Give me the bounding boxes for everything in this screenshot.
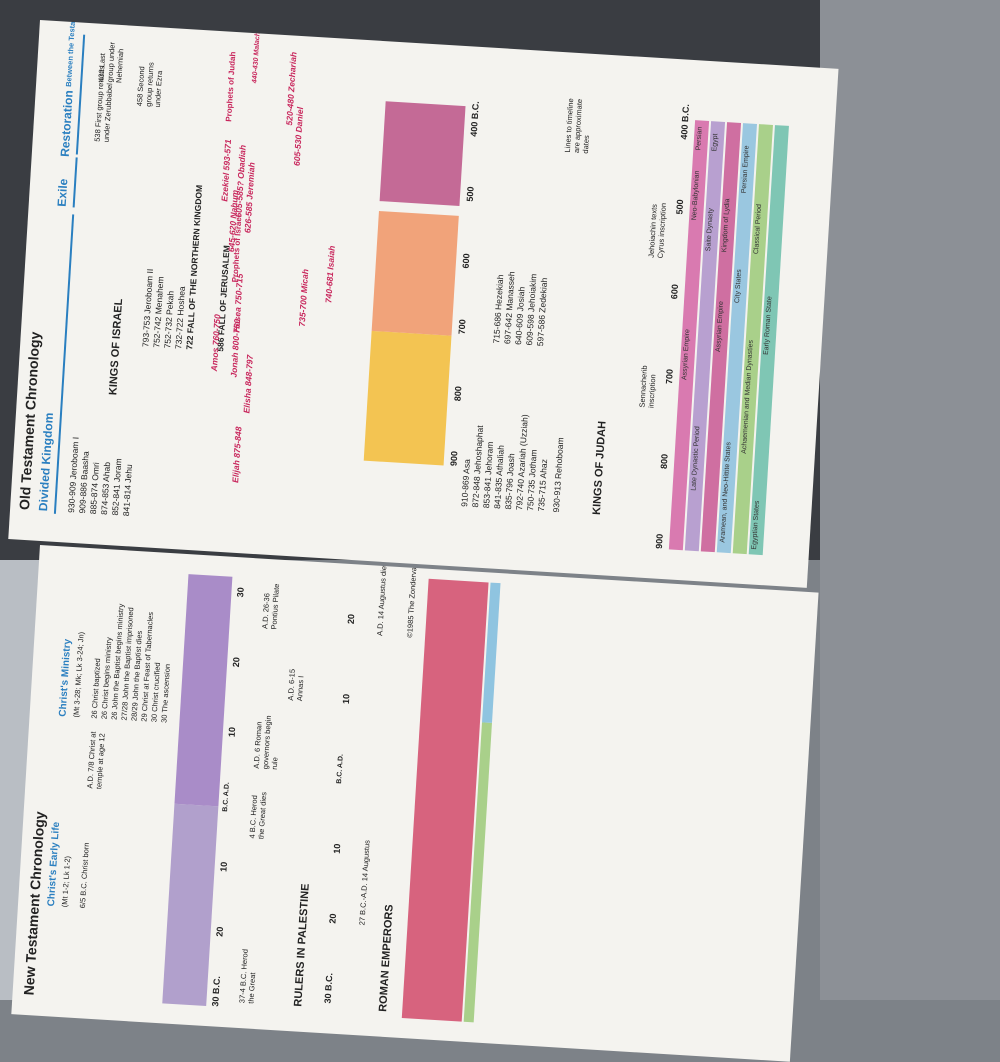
bottom-tick-400: 400 B.C. [678, 103, 692, 140]
nt-tick-30bc: 30 B.C. [210, 975, 223, 1007]
tick-600: 600 [460, 253, 472, 269]
bottom-tick-500: 500 [674, 199, 686, 215]
ruler-roman-governors: A.D. 6 Roman governors begin rule [251, 715, 280, 770]
tick-500: 500 [464, 186, 476, 202]
sennacherib-inscription: Sennacherib inscription [637, 365, 658, 409]
ministry-ref: (Mt 3-28; Mk; Lk 3-24; Jn) [71, 631, 86, 718]
nt-bottom-tick-20: 20 [327, 913, 339, 924]
bottom-tick-700: 700 [663, 368, 675, 385]
prophet-isaiah: 740-681 Isaiah [323, 245, 337, 304]
nt-bottom-tick-20ad: 20 [345, 613, 357, 625]
emperor-augustus-dies: A.D. 14 Augustus dies [375, 561, 389, 637]
prophet-malachi: 440-430 Malachi [251, 29, 262, 84]
old-testament-page: Old Testament Chronology Divided Kingdom… [8, 20, 839, 588]
judah-king-rehoboam: 930-913 Rehoboam [550, 437, 566, 513]
between-testaments-heading: Between the Testaments [63, 20, 79, 88]
table-surface [820, 0, 1000, 1000]
timeline-segment-rose [379, 101, 466, 206]
ruler-herod-dies: 4 B.C. Herod the Great dies [247, 791, 269, 840]
tick-800: 800 [452, 385, 464, 402]
rulers-label: RULERS IN PALESTINE [292, 883, 312, 1007]
restoration-heading: Restoration [57, 89, 76, 158]
ruler-annas: A.D. 6-15 Annas I [285, 668, 306, 702]
nt-tick-10ad: 10 [226, 726, 238, 738]
event-temple-age-12: A.D. 7/8 Christ at temple at age 12 [85, 731, 107, 790]
restoration-note-2: 458 Second group returns under Ezra [134, 61, 165, 108]
nt-bottom-tick-10: 10 [331, 843, 343, 854]
bottom-tick-600: 600 [669, 283, 681, 300]
tick-900: 900 [448, 450, 460, 467]
early-life-ref: (Mt 1-2; Lk 1-2) [59, 855, 73, 908]
nt-page-title: New Testament Chronology [20, 810, 48, 996]
tick-700: 700 [456, 319, 468, 335]
prophet-amos: Amos 760-750 [208, 313, 223, 372]
prophet-elijah: Elijah 875-848 [230, 426, 244, 484]
prophet-elisha: Elisha 848-797 [241, 354, 255, 414]
nt-tick-20ad: 20 [230, 656, 242, 668]
nt-top-bar-ministry [174, 574, 233, 807]
nt-bottom-tick-10ad: 10 [340, 693, 352, 705]
tick-400: 400 B.C. [468, 100, 481, 137]
ministry-heading: Christ's Ministry [57, 638, 74, 718]
israel-kings-list: 930-909 Jeroboam I 909-886 Baasha 885-874 … [65, 436, 135, 517]
new-testament-page: New Testament Chronology Christ's Early … [11, 545, 819, 1062]
nt-bottom-tick-bc-ad: B.C. A.D. [335, 753, 345, 784]
israel-kings-list-late: 793-753 Jeroboam II 752-742 Menahem 752-73… [140, 184, 232, 352]
timeline-segment-orange [371, 211, 459, 336]
restoration-note-3: 432 Last group under Nehemiah [96, 41, 126, 84]
nt-tick-bc-ad: B.C. A.D. [222, 781, 231, 813]
nt-tick-10: 10 [218, 861, 229, 873]
copyright-notice: ©1985 The Zondervan [405, 562, 419, 639]
restoration-rule [75, 34, 86, 155]
kings-of-israel-label: KINGS OF ISRAEL [107, 298, 126, 396]
judah-kings-list-late: 715-686 Hezekiah 697-642 Manasseh 640-609 … [491, 271, 550, 347]
timeline-segment-yellow [363, 330, 452, 466]
nt-tick-30ad: 30 [235, 587, 246, 598]
nt-top-bar-early [162, 803, 219, 1007]
emperor-augustus: 27 B.C.-A.D. 14 Augustus [357, 839, 372, 926]
judah-kings-list: 910-869 Asa 872-848 Jehoshaphat 853-841 Je… [459, 414, 550, 512]
bottom-tick-800: 800 [658, 453, 670, 470]
ruler-herod-great: 37-4 B.C. Herod the Great [237, 948, 258, 1005]
nt-tick-20: 20 [214, 926, 226, 937]
divided-kingdom-heading: Divided Kingdom [36, 412, 57, 512]
kings-of-judah-label: KINGS OF JUDAH [590, 420, 609, 516]
prophet-micah: 735-700 Micah [296, 268, 311, 327]
bottom-tick-900: 900 [653, 533, 665, 550]
exile-heading: Exile [54, 178, 71, 208]
nt-bottom-tick-30bc: 30 B.C. [322, 972, 335, 1004]
jehoiachin-cyrus-inscription: Jehoiachin texts Cyrus inscription [646, 202, 668, 259]
prophets-of-judah-label: Prophets of Judah [224, 51, 238, 122]
roman-emperors-label: ROMAN EMPERORS [377, 904, 396, 1013]
ruler-pilate: A.D. 26-36 Pontius Pilate [260, 583, 282, 630]
event-christ-born: 6/5 B.C. Christ born [77, 842, 91, 909]
approximate-dates-note: Lines to timeline are approximate dates [562, 98, 591, 154]
exile-rule [72, 157, 78, 208]
